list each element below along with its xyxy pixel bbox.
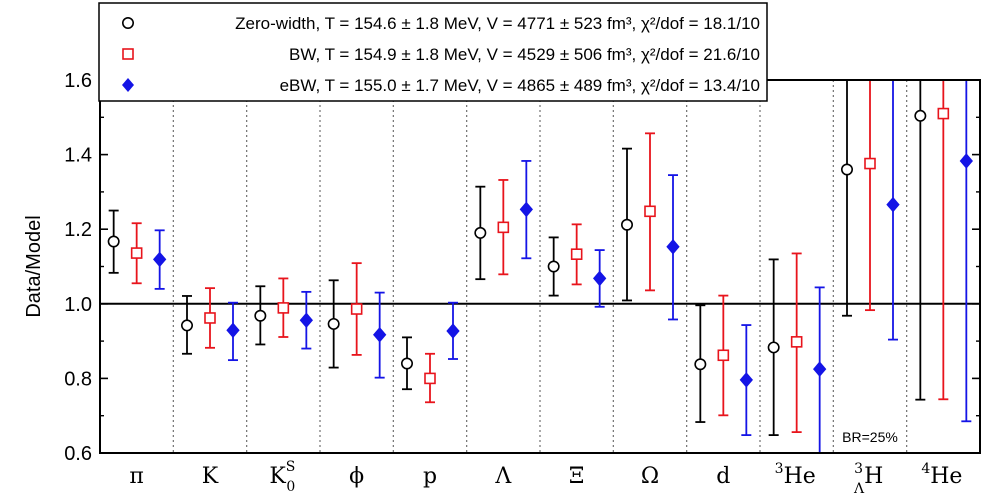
category-main: He [930,464,962,489]
x-category-label: Ω [641,464,659,489]
data-point-circle [694,358,707,371]
data-point-diamond [666,238,680,255]
data-point-square [570,248,583,260]
y-tick-label: 1.2 [64,219,92,241]
data-point-diamond [373,326,387,343]
data-point-square [424,372,436,385]
data-point-circle [620,218,633,231]
data-point-circle [840,163,853,176]
data-point-diamond [886,196,900,213]
data-point-circle [254,309,267,322]
error-bar [842,80,852,317]
category-pre-subscript: Λ [853,481,865,496]
category-pre-superscript: 4 [921,461,930,477]
legend-entry-text: eBW, T = 155.0 ± 1.7 MeV, V = 4865 ± 489… [280,76,760,95]
data-point-square [277,302,290,314]
category-main: K [269,464,286,489]
data-point-square [130,247,143,259]
data-point-diamond [959,153,973,169]
x-category-label: Λ [494,464,512,489]
data-point-square [717,349,730,362]
data-point-diamond [153,251,167,268]
data-point-square [644,205,656,218]
data-point-diamond [446,323,460,339]
legend-box [98,2,768,102]
data-point-circle [767,341,780,354]
legend-entry-text: BW, T = 154.9 ± 1.8 MeV, V = 4529 ± 506 … [289,45,760,64]
x-category-label: K [202,464,219,489]
data-point-circle [474,226,487,239]
y-tick-label: 0.8 [64,368,92,390]
y-tick-label: 1.4 [64,145,92,167]
x-category-label: ϕ [349,464,364,489]
data-point-square [937,107,950,120]
data-point-square [864,157,876,170]
data-point-square [204,312,216,324]
x-category-label: 4He [921,461,962,489]
category-separators [172,80,908,453]
y-tick-label: 1.0 [64,294,92,316]
x-category-label: KS 0 [269,459,295,495]
error-bar [938,80,949,401]
category-main: He [784,464,816,489]
x-category-label: 3 ΛH [853,461,883,496]
data-point-square [350,303,363,315]
data-point-circle [914,109,927,122]
error-bar [915,80,926,401]
x-category-label: d [716,464,730,489]
category-superscript: S [286,459,296,475]
legend-marker-diamond [122,78,134,92]
category-subscript: 0 [286,479,295,495]
series-ebw [153,80,973,453]
category-pre-superscript: 3 [854,461,863,477]
data-point-diamond [739,372,753,388]
data-point-square [497,221,510,234]
legend-marker-square [122,48,134,60]
annotation-text: BR=25% [842,429,898,445]
data-point-circle [547,260,560,273]
error-bar [865,80,875,312]
x-category-label: π [129,464,143,489]
y-tick-label: 0.6 [64,443,92,465]
series-layer [107,80,973,453]
data-point-diamond [593,270,607,287]
data-point-circle [327,317,340,330]
legend-marker-circle [122,16,135,29]
series-zero-width [107,80,927,436]
x-category-label: 3He [775,461,816,489]
data-point-diamond [519,201,533,218]
data-point-circle [107,235,120,248]
y-axis-label: Data/Model [23,215,45,317]
category-main: H [864,464,883,489]
x-category-label: p [423,464,437,489]
error-bar [961,80,972,423]
data-point-diamond [813,361,827,377]
data-point-diamond [226,322,240,339]
legend: Zero-width, T = 154.6 ± 1.8 MeV, V = 477… [98,2,768,102]
x-category-label: Ξ [569,464,584,489]
y-tick-label: 1.6 [64,70,92,92]
annotations: BR=25% [842,429,898,445]
category-pre-superscript: 3 [775,461,784,477]
series-bw [130,80,950,434]
data-point-square [790,336,803,348]
data-point-circle [181,319,194,332]
legend-entry-text: Zero-width, T = 154.6 ± 1.8 MeV, V = 477… [235,14,760,33]
data-point-circle [400,357,413,370]
data-point-diamond [299,312,313,328]
y-tick-labels: 0.6 0.8 1.0 1.2 1.4 1.6 [64,70,92,465]
